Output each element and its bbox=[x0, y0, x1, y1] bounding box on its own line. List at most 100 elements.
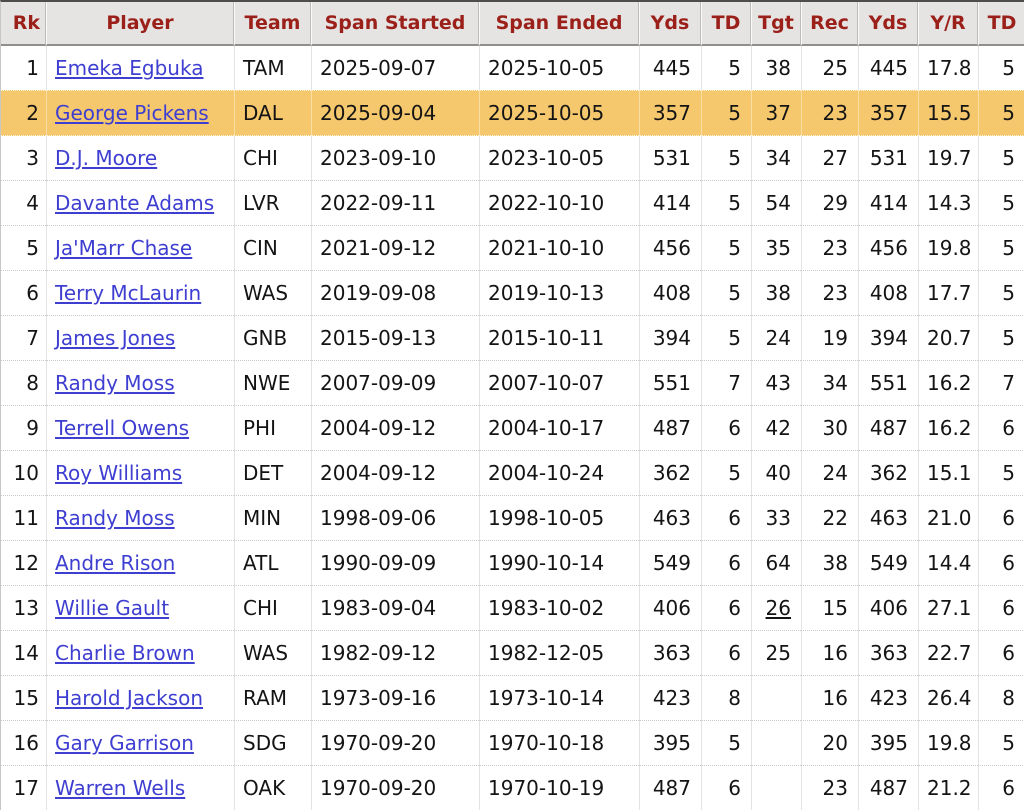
cell-span-ended: 1970-10-18 bbox=[479, 720, 639, 765]
table-row: 8 Randy Moss NWE 2007-09-09 2007-10-07 551 7 43… bbox=[1, 360, 1024, 405]
cell-rec: 29 bbox=[801, 180, 858, 225]
cell-yds: 445 bbox=[639, 46, 701, 90]
player-link[interactable]: Davante Adams bbox=[55, 191, 215, 215]
player-link[interactable]: Randy Moss bbox=[55, 371, 175, 395]
col-header-yds-2[interactable]: Yds bbox=[858, 2, 918, 46]
cell-span-started: 1970-09-20 bbox=[311, 765, 479, 810]
col-header-td[interactable]: TD bbox=[701, 2, 751, 46]
cell-td2: 5 bbox=[978, 270, 1024, 315]
cell-player: Ja'Marr Chase bbox=[46, 225, 234, 270]
cell-td2: 5 bbox=[978, 450, 1024, 495]
cell-rk: 12 bbox=[1, 540, 46, 585]
cell-span-ended: 1990-10-14 bbox=[479, 540, 639, 585]
cell-tgt: 26 bbox=[751, 585, 801, 630]
cell-player: Emeka Egbuka bbox=[46, 46, 234, 90]
cell-td2: 6 bbox=[978, 495, 1024, 540]
col-header-rec[interactable]: Rec bbox=[801, 2, 858, 46]
cell-yds2: 363 bbox=[858, 630, 918, 675]
cell-yds: 363 bbox=[639, 630, 701, 675]
cell-yds2: 423 bbox=[858, 675, 918, 720]
col-header-tgt[interactable]: Tgt bbox=[751, 2, 801, 46]
player-link[interactable]: James Jones bbox=[55, 326, 176, 350]
col-header-yr[interactable]: Y/R bbox=[918, 2, 978, 46]
cell-team: CHI bbox=[234, 136, 311, 180]
cell-tgt: 40 bbox=[751, 450, 801, 495]
cell-yds2: 414 bbox=[858, 180, 918, 225]
player-link[interactable]: Emeka Egbuka bbox=[55, 56, 204, 80]
player-link[interactable]: Warren Wells bbox=[55, 776, 186, 800]
col-header-span-ended[interactable]: Span Ended bbox=[479, 2, 639, 46]
cell-span-ended: 1970-10-19 bbox=[479, 765, 639, 810]
cell-player: Harold Jackson bbox=[46, 675, 234, 720]
cell-yr: 19.8 bbox=[918, 720, 978, 765]
cell-td2: 6 bbox=[978, 540, 1024, 585]
cell-rk: 14 bbox=[1, 630, 46, 675]
cell-span-started: 2025-09-04 bbox=[311, 90, 479, 136]
cell-rk: 8 bbox=[1, 360, 46, 405]
player-link[interactable]: Harold Jackson bbox=[55, 686, 203, 710]
cell-team: NWE bbox=[234, 360, 311, 405]
cell-rk: 10 bbox=[1, 450, 46, 495]
cell-player: Terrell Owens bbox=[46, 405, 234, 450]
cell-td2: 5 bbox=[978, 315, 1024, 360]
cell-span-started: 2004-09-12 bbox=[311, 405, 479, 450]
cell-yr: 14.4 bbox=[918, 540, 978, 585]
cell-rk: 2 bbox=[1, 90, 46, 136]
cell-tgt: 54 bbox=[751, 180, 801, 225]
cell-rec: 16 bbox=[801, 630, 858, 675]
cell-td: 8 bbox=[701, 675, 751, 720]
col-header-yds[interactable]: Yds bbox=[639, 2, 701, 46]
cell-team: ATL bbox=[234, 540, 311, 585]
cell-yr: 15.5 bbox=[918, 90, 978, 136]
cell-player: Randy Moss bbox=[46, 495, 234, 540]
cell-rec: 27 bbox=[801, 136, 858, 180]
cell-td: 6 bbox=[701, 765, 751, 810]
table-row: 7 James Jones GNB 2015-09-13 2015-10-11 394 5 2… bbox=[1, 315, 1024, 360]
cell-span-ended: 2015-10-11 bbox=[479, 315, 639, 360]
player-link[interactable]: Gary Garrison bbox=[55, 731, 194, 755]
col-header-team[interactable]: Team bbox=[234, 2, 311, 46]
cell-player: Willie Gault bbox=[46, 585, 234, 630]
player-link[interactable]: Terrell Owens bbox=[55, 416, 190, 440]
cell-team: TAM bbox=[234, 46, 311, 90]
player-link[interactable]: Terry McLaurin bbox=[55, 281, 202, 305]
player-link[interactable]: Willie Gault bbox=[55, 596, 170, 620]
col-header-rk[interactable]: Rk bbox=[1, 2, 46, 46]
player-link[interactable]: D.J. Moore bbox=[55, 146, 158, 170]
cell-team: DAL bbox=[234, 90, 311, 136]
player-link[interactable]: George Pickens bbox=[55, 101, 209, 125]
cell-player: Warren Wells bbox=[46, 765, 234, 810]
cell-rk: 16 bbox=[1, 720, 46, 765]
cell-yr: 21.0 bbox=[918, 495, 978, 540]
cell-span-started: 2015-09-13 bbox=[311, 315, 479, 360]
col-header-player[interactable]: Player bbox=[46, 2, 234, 46]
cell-td: 5 bbox=[701, 720, 751, 765]
cell-team: DET bbox=[234, 450, 311, 495]
player-link[interactable]: Andre Rison bbox=[55, 551, 176, 575]
player-link[interactable]: Roy Williams bbox=[55, 461, 183, 485]
cell-td2: 6 bbox=[978, 630, 1024, 675]
table-row: 15 Harold Jackson RAM 1973-09-16 1973-10-14 4… bbox=[1, 675, 1024, 720]
cell-td: 5 bbox=[701, 315, 751, 360]
cell-span-started: 1973-09-16 bbox=[311, 675, 479, 720]
cell-span-ended: 2004-10-17 bbox=[479, 405, 639, 450]
player-link[interactable]: Randy Moss bbox=[55, 506, 175, 530]
col-header-span-started[interactable]: Span Started bbox=[311, 2, 479, 46]
cell-rec: 23 bbox=[801, 90, 858, 136]
table-row: 9 Terrell Owens PHI 2004-09-12 2004-10-17 487… bbox=[1, 405, 1024, 450]
cell-td2: 6 bbox=[978, 405, 1024, 450]
cell-tgt: 38 bbox=[751, 270, 801, 315]
col-header-td-2[interactable]: TD bbox=[978, 2, 1024, 46]
cell-rk: 7 bbox=[1, 315, 46, 360]
cell-yr: 21.2 bbox=[918, 765, 978, 810]
player-link[interactable]: Ja'Marr Chase bbox=[55, 236, 193, 260]
cell-player: D.J. Moore bbox=[46, 136, 234, 180]
table-row: 6 Terry McLaurin WAS 2019-09-08 2019-10-13 40… bbox=[1, 270, 1024, 315]
cell-yr: 19.7 bbox=[918, 136, 978, 180]
table-row: 3 D.J. Moore CHI 2023-09-10 2023-10-05 531 5 34… bbox=[1, 136, 1024, 180]
player-link[interactable]: Charlie Brown bbox=[55, 641, 195, 665]
cell-td2: 5 bbox=[978, 225, 1024, 270]
cell-rec: 24 bbox=[801, 450, 858, 495]
table-row: 13 Willie Gault CHI 1983-09-04 1983-10-02 406… bbox=[1, 585, 1024, 630]
